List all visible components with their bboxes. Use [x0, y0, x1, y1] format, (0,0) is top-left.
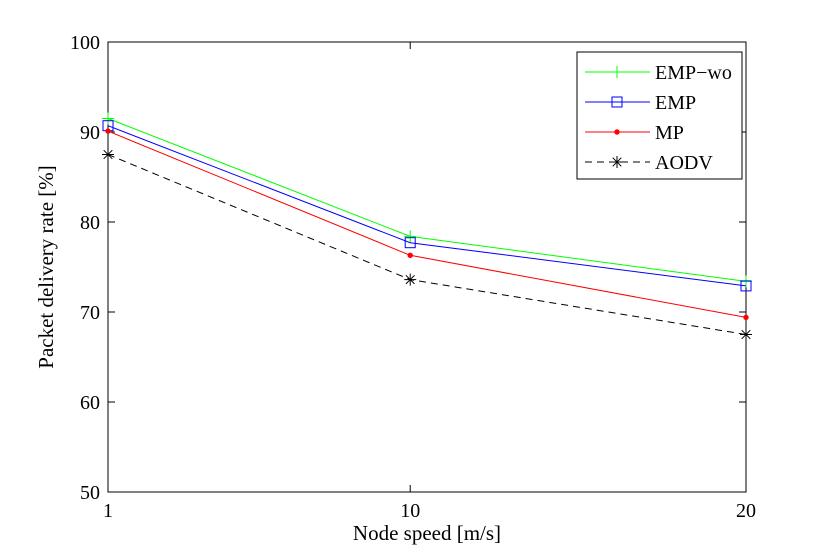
- square-marker: [611, 96, 623, 108]
- legend-box: [576, 51, 743, 180]
- legend-label: EMP−wo: [655, 62, 732, 84]
- dot-marker: [743, 314, 749, 321]
- series-layer: [102, 112, 752, 341]
- y-tick-label: 60: [80, 392, 100, 414]
- legend-entry: EMP: [585, 92, 696, 114]
- dot-marker: [407, 252, 413, 259]
- dot-marker: [614, 129, 620, 135]
- asterisk-marker-d2: [612, 157, 622, 167]
- legend-label: AODV: [655, 152, 713, 174]
- y-tick-label: 70: [80, 302, 100, 324]
- legend: EMP−wo EMP MP AODV: [576, 51, 743, 180]
- square-marker: [404, 237, 416, 249]
- y-axis-label: Packet delivery rate [%]: [34, 165, 58, 368]
- legend-label: EMP: [655, 92, 696, 114]
- y-tick-label: 90: [80, 122, 100, 144]
- square-marker: [740, 280, 752, 292]
- legend-label: MP: [655, 122, 684, 144]
- dot-marker: [105, 128, 111, 134]
- asterisk-marker-d2: [405, 274, 415, 285]
- series-dot: [105, 128, 749, 321]
- asterisk-marker-d2: [741, 329, 751, 340]
- x-tick-label: 10: [400, 500, 420, 522]
- x-tick-label: 20: [736, 500, 756, 522]
- series-line: [107, 125, 747, 287]
- y-tick-label: 80: [80, 212, 100, 234]
- legend-entry: MP: [585, 122, 684, 144]
- legend-entry: EMP−wo: [585, 62, 732, 84]
- x-axis-label: Node speed [m/s]: [353, 521, 501, 545]
- legend-entry: AODV: [585, 152, 713, 174]
- asterisk-marker-d2: [103, 149, 113, 160]
- y-tick-label: 100: [70, 32, 100, 54]
- y-tick-label: 50: [80, 482, 100, 504]
- series-asterisk: [102, 148, 752, 341]
- x-tick-label: 1: [103, 500, 113, 522]
